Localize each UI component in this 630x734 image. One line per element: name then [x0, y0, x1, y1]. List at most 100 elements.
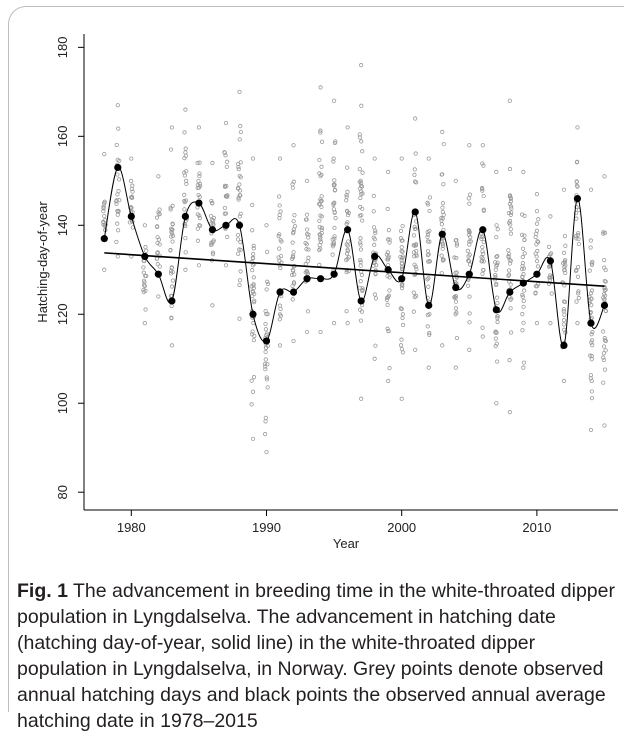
observed-point: [331, 201, 336, 206]
observed-point: [360, 287, 365, 293]
observed-point: [587, 268, 592, 273]
observed-point: [439, 172, 444, 177]
observed-point: [250, 288, 255, 294]
observed-point: [279, 239, 284, 244]
observed-point: [399, 396, 404, 401]
observed-point: [359, 139, 364, 144]
observed-point: [209, 242, 214, 247]
observed-point: [453, 178, 458, 183]
observed-point: [251, 338, 256, 343]
observed-point: [251, 243, 256, 248]
observed-point: [589, 338, 595, 343]
observed-point: [385, 206, 390, 211]
observed-point: [317, 157, 322, 163]
observed-point: [601, 329, 606, 334]
observed-point: [506, 248, 511, 253]
observed-point: [168, 271, 174, 276]
observed-point: [130, 189, 135, 194]
observed-point: [480, 249, 485, 254]
x-tick-label: 1980: [117, 520, 146, 535]
observed-point: [521, 320, 526, 325]
observed-point: [332, 234, 337, 239]
observed-point: [265, 279, 270, 284]
observed-point: [250, 256, 256, 261]
observed-point: [589, 288, 595, 293]
observed-point: [412, 254, 417, 259]
observed-point: [264, 377, 270, 382]
observed-point: [197, 160, 202, 165]
observed-point: [467, 143, 472, 148]
observed-point: [468, 262, 473, 267]
observed-point: [127, 220, 132, 225]
observed-point: [520, 255, 525, 260]
observed-point: [345, 165, 350, 170]
observed-point: [198, 223, 203, 228]
observed-point: [304, 242, 309, 247]
observed-point: [237, 89, 242, 94]
observed-point: [169, 284, 175, 289]
caption-text: The advancement in breeding time in the …: [17, 580, 615, 732]
observed-point: [398, 236, 404, 241]
observed-point: [224, 159, 230, 164]
observed-point: [588, 245, 593, 250]
observed-point: [236, 186, 241, 191]
observed-point: [197, 174, 202, 179]
observed-point: [344, 270, 349, 275]
observed-point: [561, 322, 566, 327]
observed-point: [589, 396, 595, 401]
observed-point: [142, 223, 147, 228]
observed-point: [169, 303, 174, 309]
observed-point: [480, 271, 485, 276]
observed-point: [237, 182, 242, 187]
observed-point: [250, 389, 256, 394]
observed-point: [576, 236, 581, 242]
observed-point: [359, 184, 365, 189]
observed-point: [495, 359, 500, 364]
observed-point: [115, 172, 120, 177]
observed-point: [318, 246, 323, 251]
observed-point: [168, 205, 173, 210]
observed-point: [291, 268, 296, 273]
observed-point: [357, 166, 362, 172]
observed-point: [480, 334, 485, 339]
annual-mean-point: [546, 257, 555, 265]
observed-point: [400, 315, 405, 321]
annual-mean-point: [371, 252, 379, 261]
observed-point: [467, 294, 472, 299]
observed-point: [236, 167, 241, 172]
observed-point: [262, 361, 268, 367]
observed-point: [385, 250, 390, 255]
observed-point: [589, 353, 594, 359]
observed-point: [264, 287, 269, 292]
observed-point: [562, 312, 567, 317]
observed-point: [332, 98, 337, 103]
observed-point: [425, 235, 430, 240]
observed-point: [290, 240, 295, 245]
observed-point: [413, 116, 418, 121]
observed-point: [169, 343, 174, 348]
observed-point: [481, 251, 486, 256]
observed-point: [508, 204, 514, 209]
observed-point: [155, 224, 160, 229]
annual-mean-point: [600, 301, 609, 309]
observed-point: [291, 250, 296, 255]
observed-point: [263, 432, 268, 437]
observed-point: [129, 156, 134, 161]
observed-point: [333, 216, 338, 221]
observed-point: [426, 156, 431, 161]
observed-point: [290, 185, 295, 190]
observed-point: [440, 205, 445, 210]
observed-point: [236, 195, 241, 200]
observed-point: [562, 260, 567, 265]
observed-point: [141, 265, 146, 270]
observed-point: [574, 179, 579, 185]
observed-point: [495, 315, 500, 321]
observed-point: [277, 203, 282, 208]
observed-point: [250, 268, 255, 273]
observed-point: [520, 275, 525, 280]
x-axis-title: Year: [333, 536, 360, 551]
observed-point: [440, 129, 445, 134]
observed-point: [183, 250, 188, 255]
observed-point: [439, 216, 444, 221]
observed-point: [411, 233, 417, 238]
